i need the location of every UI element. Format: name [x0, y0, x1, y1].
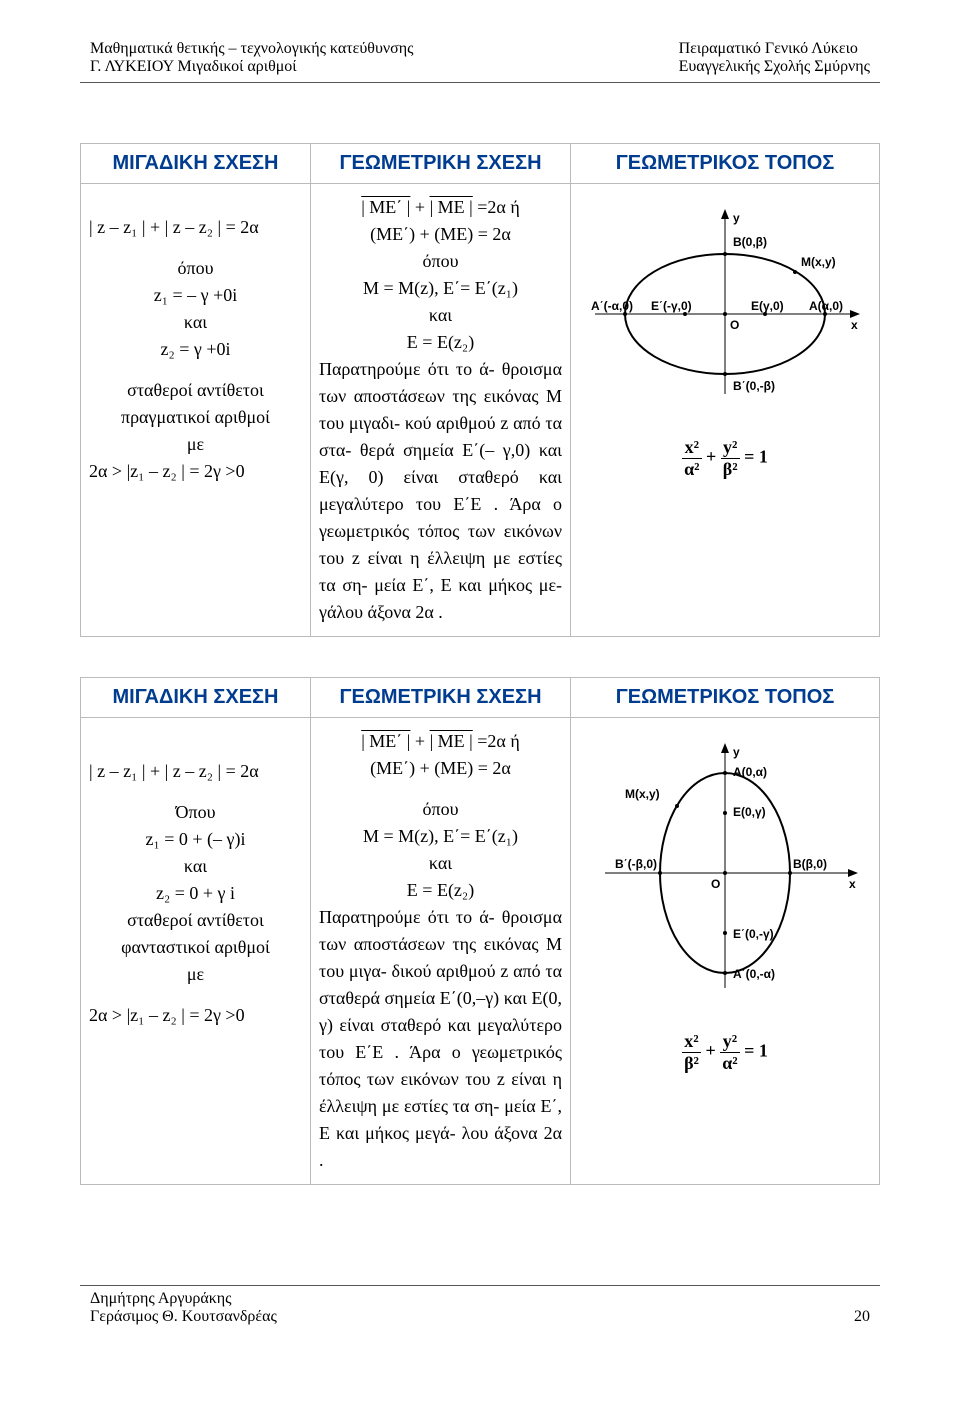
header-right-1: Πειραματικό Γενικό Λύκειο	[679, 40, 870, 58]
t2-c2l2: (ΜΕ΄) + (ΜΕ) = 2α	[319, 755, 562, 782]
table-horizontal-ellipse: ΜΙΓΑΔΙΚΗ ΣΧΕΣΗ ΓΕΩΜΕΤΡΙΚΗ ΣΧΕΣΗ ΓΕΩΜΕΤΡΙ…	[80, 143, 880, 637]
cell-1-geom: | ME΄ | + | ME | =2α ή (ΜΕ΄) + (ΜΕ) = 2α…	[319, 194, 562, 626]
header-left-2: Γ. ΛΥΚΕΙΟΥ Μιγαδικοί αριθμοί	[90, 58, 413, 76]
t1-c2l2: (ΜΕ΄) + (ΜΕ) = 2α	[319, 221, 562, 248]
t1-l3: με	[89, 431, 302, 458]
t1-z1: z₁ = – γ +0i	[89, 282, 302, 309]
t2-eq: | z – z₁ | + | z – z₂ | = 2α	[89, 758, 302, 785]
lbl-E: Ε(γ,0)	[751, 299, 784, 313]
cell-1-locus: y x O Β(0,β) Β΄(0,-β) Μ(x,y) Ε(γ,0) Α(α,…	[579, 194, 871, 480]
t2-c2p: Παρατηρούμε ότι το ά- θροισμα των αποστά…	[319, 904, 562, 1174]
t2-c2l6: Ε = Ε(z₂)	[319, 877, 562, 904]
header-right-2: Ευαγγελικής Σχολής Σμύρνης	[679, 58, 870, 76]
t2-opou: Όπου	[89, 799, 302, 826]
page-footer: Δημήτρης Αργυράκης Γεράσιμος Θ. Κουτσανδ…	[80, 1286, 880, 1326]
t1-c2p: Παρατηρούμε ότι το ά- θροισμα των αποστά…	[319, 356, 562, 626]
footer-page-number: 20	[854, 1308, 870, 1326]
lbl-O2: O	[711, 877, 720, 891]
col-head-3: ΓΕΩΜΕΤΡΙΚΟΣ ΤΟΠΟΣ	[571, 144, 880, 184]
t1-l4: 2α > |z₁ – z₂ | = 2γ >0	[89, 458, 302, 485]
lbl-O: O	[730, 318, 739, 332]
t1-c2l4: Μ = Μ(z), Ε΄= Ε΄(z₁)	[319, 275, 562, 302]
cell-2-geom: | ME΄ | + | ME | =2α ή (ΜΕ΄) + (ΜΕ) = 2α…	[319, 728, 562, 1174]
t1-c2l6: Ε = Ε(z₂)	[319, 329, 562, 356]
cell-2-locus: y x O Α(0,α) Α΄(0,-α) Ε(0,γ) Ε΄(0,-γ) Β(…	[579, 728, 871, 1074]
table-vertical-ellipse: ΜΙΓΑΔΙΚΗ ΣΧΕΣΗ ΓΕΩΜΕΤΡΙΚΗ ΣΧΕΣΗ ΓΕΩΜΕΤΡΙ…	[80, 677, 880, 1185]
lbl-y2: y	[733, 745, 740, 759]
footer-left: Δημήτρης Αργυράκης Γεράσιμος Θ. Κουτσανδ…	[90, 1290, 277, 1326]
t2-c2l1: | ME΄ |	[361, 731, 410, 751]
t2-c2l5: και	[319, 850, 562, 877]
vertical-ellipse-diagram: y x O Α(0,α) Α΄(0,-α) Ε(0,γ) Ε΄(0,-γ) Β(…	[585, 738, 865, 998]
t2-c2l3: όπου	[319, 796, 562, 823]
t2-l2: φανταστικοί αριθμοί	[89, 934, 302, 961]
footer-author-2: Γεράσιμος Θ. Κουτσανδρέας	[90, 1308, 277, 1326]
col-head-1: ΜΙΓΑΔΙΚΗ ΣΧΕΣΗ	[81, 144, 311, 184]
col-head-1b: ΜΙΓΑΔΙΚΗ ΣΧΕΣΗ	[81, 678, 311, 718]
ellipse-eq-horiz: x²α² + y²β² = 1	[579, 437, 871, 480]
lbl-M: Μ(x,y)	[801, 255, 836, 269]
t2-z1: z₁ = 0 + (– γ)i	[89, 826, 302, 853]
t2-c2l4: Μ = Μ(z), Ε΄= Ε΄(z₁)	[319, 823, 562, 850]
horizontal-ellipse-diagram: y x O Β(0,β) Β΄(0,-β) Μ(x,y) Ε(γ,0) Α(α,…	[585, 204, 865, 404]
lbl-Apα: Α΄(0,-α)	[733, 967, 775, 981]
lbl-A: Α(α,0)	[809, 299, 843, 313]
lbl-Bpβ: Β΄(-β,0)	[615, 857, 657, 871]
lbl-x: x	[851, 318, 858, 332]
header-rule	[80, 82, 880, 83]
t1-eq: | z – z₁ | + | z – z₂ | = 2α	[89, 214, 302, 241]
lbl-Bβ: Β(β,0)	[793, 857, 827, 871]
t1-z2: z₂ = γ +0i	[89, 336, 302, 363]
t2-l3: με	[89, 961, 302, 988]
lbl-M2: Μ(x,y)	[625, 787, 660, 801]
ellipse-eq-vert: x²β² + y²α² = 1	[579, 1031, 871, 1074]
lbl-Epg: Ε΄(0,-γ)	[733, 927, 774, 941]
lbl-Ap: Α΄(-α,0)	[591, 299, 633, 313]
t1-c2l3: όπου	[319, 248, 562, 275]
t1-l2: πραγματικοί αριθμοί	[89, 404, 302, 431]
header-right: Πειραματικό Γενικό Λύκειο Ευαγγελικής Σχ…	[679, 40, 870, 76]
col-head-3b: ΓΕΩΜΕΤΡΙΚΟΣ ΤΟΠΟΣ	[571, 678, 880, 718]
lbl-B: Β(0,β)	[733, 235, 767, 249]
col-head-2: ΓΕΩΜΕΤΡΙΚΗ ΣΧΕΣΗ	[311, 144, 571, 184]
t1-opou: όπου	[89, 255, 302, 282]
lbl-Aα: Α(0,α)	[733, 765, 767, 779]
t1-c2l5: και	[319, 302, 562, 329]
lbl-Ep: Ε΄(-γ,0)	[651, 299, 692, 313]
t2-z2: z₂ = 0 + γ i	[89, 880, 302, 907]
lbl-y: y	[733, 211, 740, 225]
t2-l4: 2α > |z₁ – z₂ | = 2γ >0	[89, 1002, 302, 1029]
lbl-Bp: Β΄(0,-β)	[733, 379, 775, 393]
col-head-2b: ΓΕΩΜΕΤΡΙΚΗ ΣΧΕΣΗ	[311, 678, 571, 718]
lbl-x2: x	[849, 877, 856, 891]
cell-2-complex: | z – z₁ | + | z – z₂ | = 2α Όπου z₁ = 0…	[89, 728, 302, 1029]
lbl-Eg: Ε(0,γ)	[733, 805, 766, 819]
t1-l1: σταθεροί αντίθετοι	[89, 377, 302, 404]
footer-author-1: Δημήτρης Αργυράκης	[90, 1290, 277, 1308]
page-header: Μαθηματικά θετικής – τεχνολογικής κατεύθ…	[80, 40, 880, 76]
t1-kai: και	[89, 309, 302, 336]
header-left: Μαθηματικά θετικής – τεχνολογικής κατεύθ…	[90, 40, 413, 76]
t2-l1: σταθεροί αντίθετοι	[89, 907, 302, 934]
t2-kai: και	[89, 853, 302, 880]
t1-c2l1: | ME΄ |	[361, 197, 410, 217]
header-left-1: Μαθηματικά θετικής – τεχνολογικής κατεύθ…	[90, 40, 413, 58]
cell-1-complex: | z – z₁ | + | z – z₂ | = 2α όπου z₁ = –…	[89, 194, 302, 485]
